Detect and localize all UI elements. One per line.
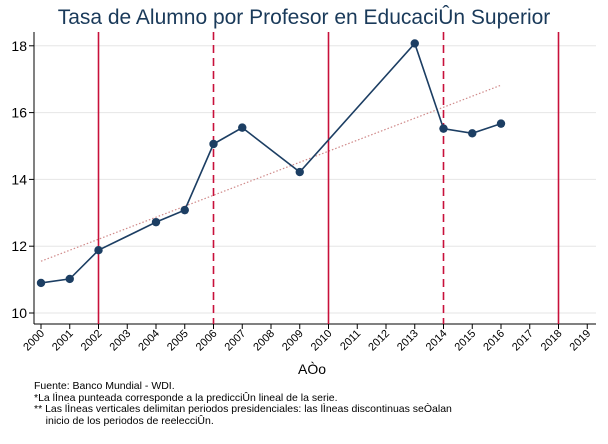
data-point — [410, 39, 419, 48]
chart-title: Tasa de Alumno por Profesor en EducaciÛn… — [57, 6, 551, 29]
x-tick-label: 2011 — [338, 328, 363, 353]
y-tick-label: 10 — [11, 305, 27, 321]
trend-line — [40, 84, 502, 262]
x-tick-label: 2003 — [108, 328, 134, 354]
data-point — [94, 246, 103, 255]
y-tick-label: 14 — [11, 171, 27, 187]
x-tick-label: 2002 — [79, 328, 105, 354]
footnote-trend: *La lÌnea punteada corresponde a la pred… — [34, 391, 338, 404]
presidential-period-lines — [97, 32, 560, 324]
gridlines — [34, 45, 596, 314]
x-tick-label: 2006 — [194, 328, 220, 354]
footnote-vlines-cont: inicio de los periodos de reelecciÛn. — [34, 414, 214, 427]
data-point — [65, 274, 74, 284]
x-tick-label: 2016 — [481, 328, 507, 354]
x-tick-label: 2012 — [366, 328, 392, 354]
y-tick-label: 18 — [11, 38, 27, 54]
data-point — [180, 205, 189, 215]
footnotes: Fuente: Banco Mundial - WDI. *La lÌnea p… — [34, 380, 452, 427]
y-tick-label: 16 — [11, 105, 27, 121]
data-point — [151, 217, 161, 227]
trend-line-layer — [40, 84, 502, 262]
x-tick-label: 2015 — [453, 328, 479, 354]
data-point — [209, 139, 218, 149]
series-line — [40, 41, 502, 284]
x-tick-label: 2005 — [165, 328, 191, 354]
x-tick-label: 2009 — [280, 328, 306, 354]
x-tick-label: 2008 — [251, 328, 277, 354]
y-tick-label: 12 — [11, 238, 27, 254]
x-tick-label: 2017 — [510, 328, 536, 354]
x-tick-label: 2000 — [21, 328, 47, 354]
x-tick-label: 2013 — [395, 328, 421, 354]
x-tick-label: 2004 — [136, 328, 162, 354]
footnote-vlines: ** Las lÌneas verticales delimitan perio… — [34, 403, 452, 415]
data-point — [439, 124, 448, 133]
x-tick-label: 2001 — [50, 328, 76, 354]
footnote-source: Fuente: Banco Mundial - WDI. — [34, 380, 175, 392]
x-tick-label: 2010 — [309, 328, 335, 354]
x-tick-label: 2019 — [568, 328, 594, 354]
data-point — [36, 278, 46, 288]
x-axis-label: AÒo — [298, 361, 326, 377]
data-point — [295, 167, 304, 177]
x-tick-label: 2018 — [539, 328, 565, 354]
data-point — [496, 119, 506, 128]
x-tick-label: 2007 — [223, 328, 249, 354]
x-tick-label: 2014 — [424, 328, 450, 354]
data-point — [238, 123, 247, 132]
series-layer — [36, 39, 506, 288]
data-point — [468, 129, 477, 138]
